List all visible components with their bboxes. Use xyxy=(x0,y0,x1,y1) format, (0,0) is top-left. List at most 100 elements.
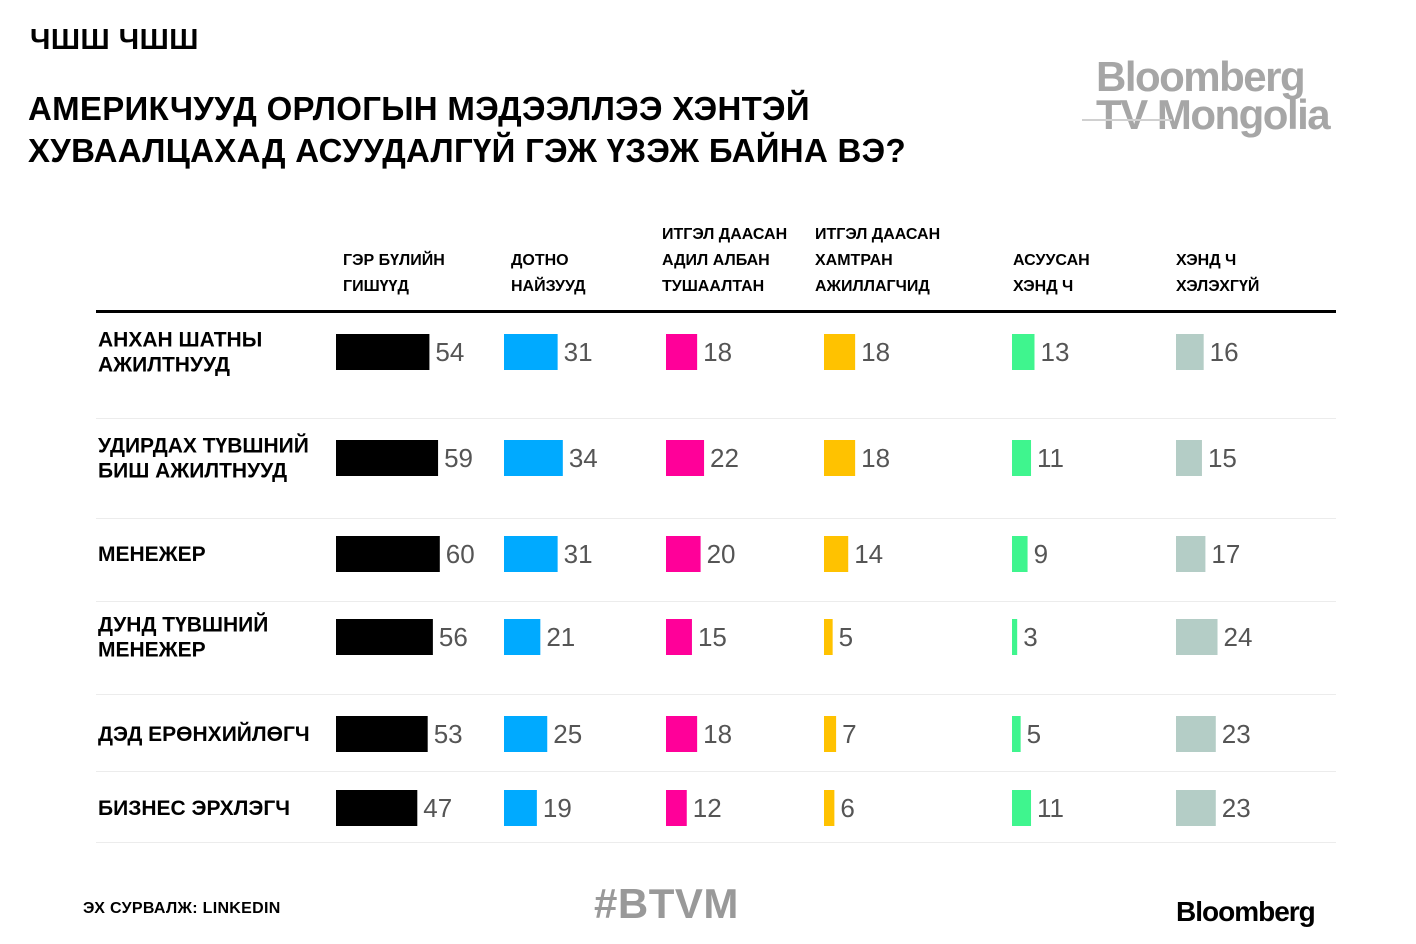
bar xyxy=(824,334,856,370)
bar xyxy=(504,716,548,752)
bar xyxy=(336,619,433,655)
data-label: 5 xyxy=(1027,719,1041,749)
data-label: 56 xyxy=(439,622,468,652)
bar xyxy=(504,536,558,572)
bar xyxy=(1176,334,1204,370)
bar xyxy=(1176,716,1216,752)
data-label: 22 xyxy=(710,443,739,473)
data-label: 12 xyxy=(693,793,722,823)
data-label: 6 xyxy=(840,793,854,823)
bar xyxy=(824,716,837,752)
data-label: 21 xyxy=(546,622,575,652)
data-label: 53 xyxy=(434,719,463,749)
bar xyxy=(824,619,833,655)
bar xyxy=(666,440,705,476)
bar xyxy=(666,334,698,370)
row-label: МЕНЕЖЕР xyxy=(98,543,206,566)
source-note: ЭХ СУРВАЛЖ: LINKEDIN xyxy=(83,900,281,917)
bloomberg-brand-logo: Bloomberg xyxy=(1176,896,1316,927)
bar xyxy=(666,536,701,572)
header-rule xyxy=(96,310,1336,313)
bar xyxy=(1012,790,1032,826)
row-separator xyxy=(96,842,1336,843)
column-header: АСУУСАН ХЭНД Ч xyxy=(1013,252,1090,295)
row-label: ДЭД ЕРӨНХИЙЛӨГЧ xyxy=(98,722,310,746)
bar xyxy=(1176,536,1206,572)
row-label: БИЗНЕС ЭРХЛЭГЧ xyxy=(98,797,290,820)
logo-line-1: Bloomberg xyxy=(1096,53,1306,100)
data-label: 5 xyxy=(839,622,853,652)
data-label: 31 xyxy=(564,539,593,569)
bar xyxy=(1176,790,1216,826)
bar xyxy=(336,440,439,476)
row-separator xyxy=(96,694,1336,695)
data-label: 18 xyxy=(703,719,732,749)
hashtag: #BTVM xyxy=(594,880,739,927)
data-label: 18 xyxy=(861,443,890,473)
data-label: 59 xyxy=(444,443,473,473)
column-header: ДОТНО НАЙЗУУД xyxy=(511,252,586,295)
data-label: 23 xyxy=(1222,719,1251,749)
data-label: 19 xyxy=(543,793,572,823)
bar xyxy=(666,619,692,655)
column-header: ГЭР БҮЛИЙН ГИШҮҮД xyxy=(343,250,445,295)
data-label: 3 xyxy=(1023,622,1037,652)
data-label: 54 xyxy=(435,337,464,367)
row-label: АНХАН ШАТНЫ АЖИЛТНУУД xyxy=(98,329,262,377)
column-header: ИТГЭЛ ДААСАН ХАМТРАН АЖИЛЛАГЧИД xyxy=(815,226,940,295)
bar xyxy=(504,790,537,826)
data-label: 25 xyxy=(553,719,582,749)
bar xyxy=(336,790,418,826)
row-separator xyxy=(96,418,1336,419)
kicker: ЧШШ ЧШШ xyxy=(30,24,199,56)
data-label: 60 xyxy=(446,539,475,569)
data-label: 7 xyxy=(842,719,856,749)
row-separator xyxy=(96,518,1336,519)
bar xyxy=(666,716,698,752)
data-label: 23 xyxy=(1222,793,1251,823)
logo-divider xyxy=(1082,119,1172,121)
bar xyxy=(504,440,563,476)
row-label: ДУНД ТҮВШНИЙ МЕНЕЖЕР xyxy=(98,613,268,662)
data-label: 9 xyxy=(1034,539,1048,569)
bar xyxy=(1012,619,1018,655)
data-label: 18 xyxy=(703,337,732,367)
row-label: УДИРДАХ ТҮВШНИЙ БИШ АЖИЛТНУУД xyxy=(98,434,309,483)
data-label: 34 xyxy=(569,443,598,473)
data-label: 47 xyxy=(423,793,452,823)
bar xyxy=(666,790,687,826)
chart-title: АМЕРИКЧУУД ОРЛОГЫН МЭДЭЭЛЛЭЭ ХЭНТЭЙ ХУВА… xyxy=(28,90,906,169)
bar xyxy=(336,536,440,572)
data-label: 15 xyxy=(1208,443,1237,473)
bar xyxy=(336,334,430,370)
bar xyxy=(1176,619,1218,655)
data-label: 18 xyxy=(861,337,890,367)
data-label: 16 xyxy=(1210,337,1239,367)
data-label: 20 xyxy=(707,539,736,569)
bar xyxy=(504,334,558,370)
bar xyxy=(336,716,428,752)
bar xyxy=(1012,440,1032,476)
bloomberg-tv-mongolia-logo: Bloomberg TV Mongolia xyxy=(1082,53,1382,138)
row-separator xyxy=(96,771,1336,772)
logo-line-2: TV Mongolia xyxy=(1096,91,1331,138)
data-label: 11 xyxy=(1037,443,1064,473)
bar xyxy=(824,440,856,476)
column-header: ИТГЭЛ ДААСАН АДИЛ АЛБАН ТУШААЛТАН xyxy=(662,226,787,295)
bar xyxy=(1012,334,1035,370)
bar xyxy=(504,619,541,655)
data-label: 31 xyxy=(564,337,593,367)
bar xyxy=(1176,440,1202,476)
data-label: 15 xyxy=(698,622,727,652)
column-header: ХЭНД Ч ХЭЛЭХГҮЙ xyxy=(1176,252,1259,295)
bar xyxy=(1012,716,1021,752)
bar xyxy=(1012,536,1028,572)
bar xyxy=(824,536,849,572)
data-label: 17 xyxy=(1211,539,1240,569)
bar xyxy=(824,790,835,826)
row-separator xyxy=(96,601,1336,602)
data-label: 13 xyxy=(1040,337,1069,367)
data-label: 14 xyxy=(854,539,883,569)
data-label: 11 xyxy=(1037,793,1064,823)
